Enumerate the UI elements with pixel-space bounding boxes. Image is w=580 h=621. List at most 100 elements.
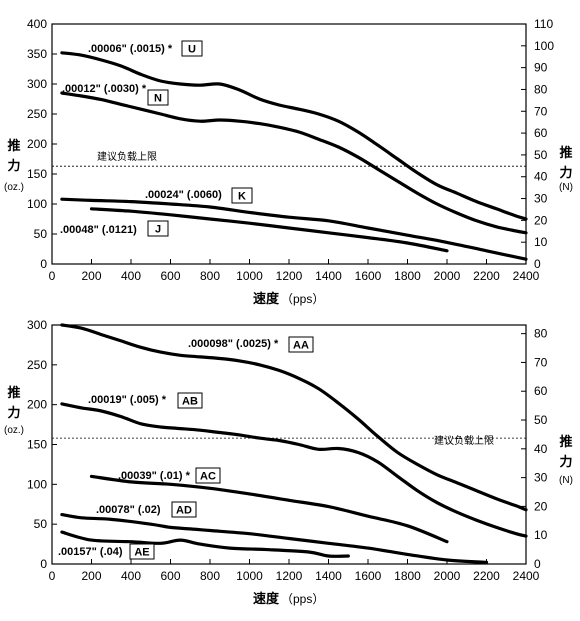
- chart-bottom-y2-tick-label: 10: [534, 528, 548, 542]
- chart-top-ylabel-unit: (oz.): [4, 182, 24, 193]
- chart-top-y2-tick-label: 10: [534, 235, 548, 249]
- chart-top-series-j-label: .00048" (.0121): [60, 224, 137, 236]
- chart-top-x-tick-label: 800: [200, 269, 220, 283]
- chart-bottom-y2-tick-label: 0: [534, 557, 541, 571]
- chart-top-x-tick-label: 1800: [394, 269, 421, 283]
- chart-bottom-x-tick-label: 1400: [315, 569, 342, 583]
- chart-bottom-y-tick-label: 50: [34, 517, 48, 531]
- chart-bottom-xlabel: 速度: [253, 591, 280, 607]
- chart-top-series-u-label: .00006" (.0015) *: [88, 43, 173, 55]
- chart-top-xlabel: 速度: [253, 291, 280, 307]
- chart-top-x-tick-label: 0: [49, 269, 56, 283]
- chart-bottom-recommended-load-label: 建议负载上限: [434, 434, 494, 447]
- chart-bottom-series-ac-tag-box: [195, 467, 221, 484]
- chart-top-y-tick-label: 250: [27, 107, 47, 121]
- chart-bottom-y-tick-label: 150: [27, 438, 47, 452]
- chart-bottom-ylabel-unit: (oz.): [4, 425, 24, 436]
- chart-bottom-series-ac-tag: AC: [200, 471, 216, 483]
- chart-bottom-series-ad-label: .00078" (.02): [96, 504, 161, 516]
- chart-top-x-tick-label: 1000: [236, 269, 263, 283]
- chart-bottom-y-tick-label: 100: [27, 477, 47, 491]
- chart-bottom-series-ae-label: .00157" (.04): [58, 546, 123, 558]
- chart-bottom-y2label-char: 力: [559, 454, 572, 470]
- chart-top-y2-tick-label: 110: [534, 17, 553, 31]
- chart-bottom-x-tick-label: 1200: [276, 569, 303, 583]
- chart-top-x-tick-label: 2000: [434, 269, 461, 283]
- chart-top-y2-tick-label: 50: [534, 148, 548, 162]
- chart-top-series-n-tag: N: [154, 93, 162, 105]
- chart-top-series-n-tag-box: [147, 89, 169, 106]
- chart-bottom-series-ad-tag: AD: [176, 505, 192, 517]
- chart-top-y2-tick-label: 0: [534, 257, 541, 271]
- chart-top-y-tick-label: 200: [27, 137, 47, 151]
- chart-top-ylabel-char: 推: [7, 138, 20, 154]
- chart-bottom-series-ae-tag-box: [129, 543, 155, 560]
- chart-top-series-u-line: [60, 51, 528, 221]
- chart-top-series-k-line: [60, 197, 528, 261]
- chart-bottom-y-tick-label: 300: [27, 318, 47, 332]
- chart-top-y-tick-label: 100: [27, 197, 47, 211]
- chart-top-y-tick-label: 400: [27, 17, 47, 31]
- chart-top-x-tick-label: 1200: [276, 269, 303, 283]
- chart-bottom-x-tick-label: 0: [49, 569, 56, 583]
- chart-top-y2label-unit: (N): [559, 182, 573, 193]
- chart-bottom-x-tick-label: 600: [160, 569, 180, 583]
- chart-top-ylabel-char: 力: [7, 158, 20, 174]
- chart-top-series-j-line: [89, 207, 449, 253]
- chart-bottom-series-ad-line: [60, 513, 489, 564]
- chart-bottom-x-tick-label: 1800: [394, 569, 421, 583]
- chart-bottom-xlabel-unit: （pps）: [281, 592, 324, 606]
- chart-bottom-series-aa-line: [60, 323, 528, 512]
- chart-bottom-series-ab-line: [60, 402, 528, 538]
- chart-bottom-y-tick-label: 250: [27, 358, 47, 372]
- chart-top-series-k-tag-box: [231, 187, 253, 204]
- chart-top-x-tick-label: 600: [160, 269, 180, 283]
- chart-top-xlabel-unit: （pps）: [281, 292, 324, 306]
- chart-top-y2-tick-label: 20: [534, 213, 548, 227]
- chart-top-y2-tick-label: 90: [534, 61, 548, 75]
- chart-top-series-k-tag: K: [238, 191, 246, 203]
- chart-top-series-n-line: [60, 91, 528, 235]
- chart-bottom-x-tick-label: 2200: [473, 569, 500, 583]
- chart-bottom-series-ab-label: .00019" (.005) *: [88, 394, 167, 406]
- chart-bottom-y-tick-label: 200: [27, 398, 47, 412]
- chart-bottom-series-ae-tag: AE: [134, 547, 149, 559]
- chart-bottom-y2-tick-label: 60: [534, 384, 548, 398]
- chart-bottom-series-ae-line: [60, 530, 350, 558]
- chart-bottom-series-ad-tag-box: [171, 501, 197, 518]
- chart-top-y2label-char: 推: [559, 145, 572, 161]
- chart-top-y-tick-label: 150: [27, 167, 47, 181]
- chart-top-x-tick-label: 2400: [513, 269, 540, 283]
- chart-top-x-tick-label: 200: [81, 269, 101, 283]
- chart-bottom-x-tick-label: 1600: [355, 569, 382, 583]
- chart-bottom-x-tick-label: 800: [200, 569, 220, 583]
- chart-top-y2label-char: 力: [559, 165, 572, 181]
- chart-top-series-k-label: .00024" (.0060): [145, 189, 222, 201]
- chart-top-x-tick-label: 1400: [315, 269, 342, 283]
- chart-bottom-y2label-unit: (N): [559, 475, 573, 486]
- chart-top-y-tick-label: 350: [27, 47, 47, 61]
- chart-bottom-series-ab-tag-box: [177, 392, 203, 409]
- chart-top-y-tick-label: 50: [34, 227, 48, 241]
- chart-top-series-j-tag-box: [147, 220, 169, 237]
- chart-top-recommended-load-label: 建议负载上限: [97, 150, 157, 163]
- chart-top-series-u-tag-box: [181, 40, 203, 57]
- chart-bottom-series-aa-tag-box: [288, 336, 314, 353]
- chart-bottom-y2-tick-label: 20: [534, 499, 548, 513]
- chart-bottom-y2label-char: 推: [559, 434, 572, 450]
- chart-bottom-series-ab-tag: AB: [182, 396, 198, 408]
- chart-bottom-x-tick-label: 1000: [236, 569, 263, 583]
- chart-bottom-x-tick-label: 400: [121, 569, 141, 583]
- chart-top-y-tick-label: 0: [40, 257, 47, 271]
- chart-bottom-x-tick-label: 2000: [434, 569, 461, 583]
- chart-bottom-ylabel-char: 力: [7, 405, 20, 421]
- chart-top-series-j-tag: J: [155, 224, 161, 236]
- chart-bottom-y2-tick-label: 80: [534, 327, 548, 341]
- chart-bottom-y2-tick-label: 50: [534, 413, 548, 427]
- chart-top-y2-tick-label: 30: [534, 192, 548, 206]
- chart-bottom-series-ac-label: .00039" (.01) *: [118, 470, 191, 482]
- chart-bottom-series-aa-label: .000098" (.0025) *: [188, 338, 279, 350]
- chart-top-series-n-label: .00012" (.0030) *: [62, 83, 147, 95]
